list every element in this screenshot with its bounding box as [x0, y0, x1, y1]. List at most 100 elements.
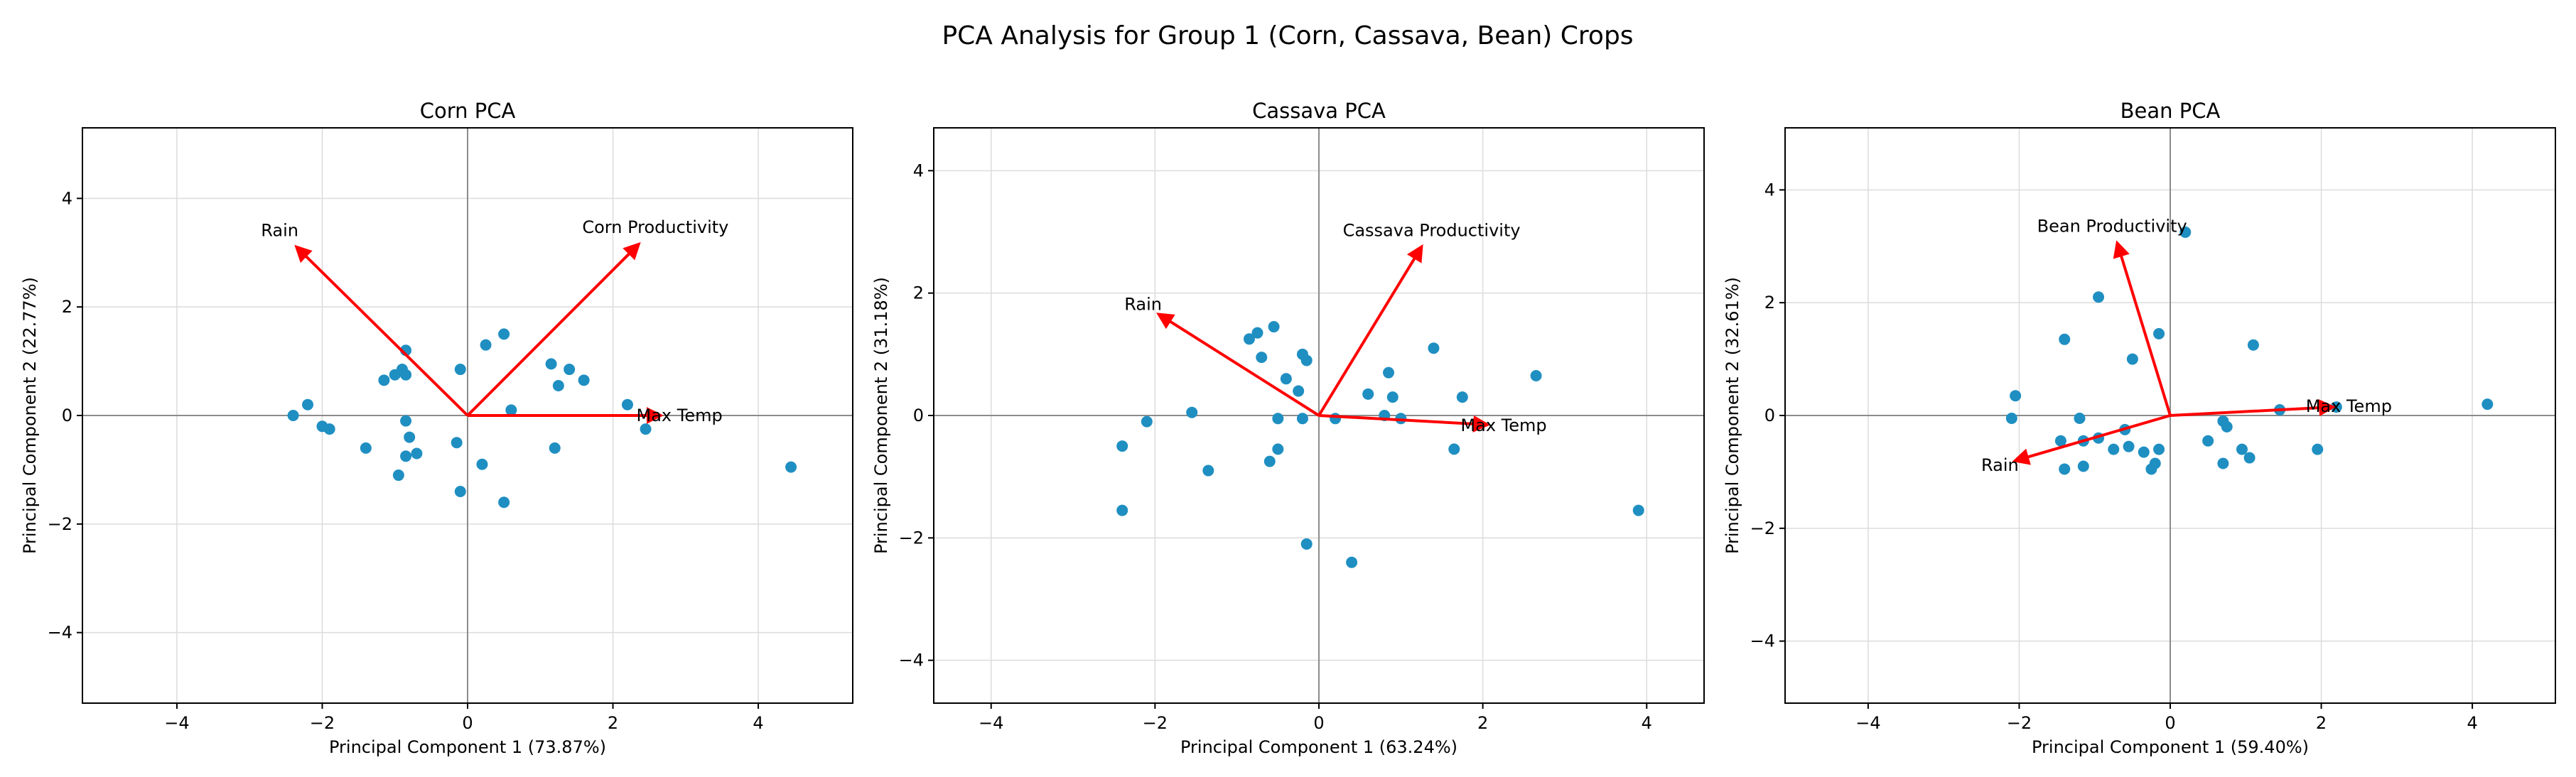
corn-pca-panel: Max Temp Rain Corn Productivity −4 −2 0 2 4 −4 −2…	[20, 99, 853, 757]
cassava-x-axis-label: Principal Component 1 (63.24%)	[1180, 737, 1457, 757]
cassava-data-point-20	[1362, 388, 1374, 400]
bean-data-point-0	[2005, 412, 2017, 424]
corn-panel-title: Corn PCA	[420, 99, 516, 123]
bean-data-point-24	[2236, 443, 2248, 455]
corn-loading-label-rain: Rain	[261, 220, 298, 240]
cassava-data-point-3	[1186, 406, 1198, 418]
bean-y-tick-label-4: 4	[1764, 180, 1775, 200]
corn-data-point-4	[360, 442, 372, 454]
bean-x-tick-label-0: −4	[1855, 713, 1880, 733]
bean-data-point-23	[2221, 420, 2233, 433]
cassava-data-point-13	[1293, 385, 1305, 397]
bean-data-point-18	[2153, 327, 2165, 339]
corn-data-point-13	[404, 431, 416, 443]
cassava-data-point-18	[1330, 413, 1342, 425]
cassava-loading-label-cassava-productivity: Cassava Productivity	[1343, 220, 1521, 240]
cassava-data-point-27	[1456, 391, 1468, 403]
corn-data-point-25	[552, 379, 564, 391]
corn-data-point-3	[323, 423, 335, 435]
corn-x-tick-label-4: 4	[753, 713, 763, 733]
cassava-loading-label-rain: Rain	[1124, 295, 1162, 315]
cassava-data-point-11	[1272, 413, 1284, 425]
bean-data-point-25	[2243, 452, 2256, 464]
bean-loading-label-rain: Rain	[1981, 455, 2019, 475]
cassava-data-point-19	[1346, 556, 1358, 568]
bean-x-tick-label-3: 2	[2316, 713, 2327, 733]
bean-data-point-13	[2126, 353, 2138, 365]
bean-data-point-17	[2153, 443, 2165, 455]
corn-data-point-24	[549, 442, 561, 454]
cassava-data-point-28	[1530, 369, 1542, 381]
cassava-loading-label-max-temp: Max Temp	[1460, 415, 1546, 435]
bean-loading-label-bean-productivity: Bean Productivity	[2037, 217, 2187, 237]
bean-x-axis-label: Principal Component 1 (59.40%)	[2032, 737, 2309, 757]
corn-loading-arrow-rain	[294, 244, 469, 417]
cassava-y-axis-label: Principal Component 2 (31.18%)	[871, 277, 891, 554]
corn-data-point-18	[476, 458, 488, 470]
corn-y-axis-label: Principal Component 2 (22.77%)	[20, 277, 40, 554]
bean-data-point-9	[2093, 291, 2105, 303]
cassava-panel-title: Cassava PCA	[1252, 99, 1386, 123]
bean-y-axis-label: Principal Component 2 (32.61%)	[1723, 277, 1742, 554]
bean-loading-arrow-rain	[2012, 414, 2171, 465]
cassava-data-point-6	[1251, 327, 1263, 339]
bean-loading-arrow-max-temp	[2170, 399, 2337, 417]
corn-data-point-30	[785, 461, 797, 473]
bean-data-point-3	[2059, 463, 2071, 475]
bean-y-tick-label-1: −2	[1750, 518, 1775, 538]
corn-data-point-1	[302, 398, 314, 411]
corn-y-tick-label-4: 4	[62, 188, 72, 208]
bean-data-point-5	[2074, 412, 2086, 424]
cassava-y-tick-label-3: 2	[913, 283, 924, 303]
corn-data-point-28	[621, 398, 633, 411]
bean-data-point-12	[2123, 440, 2135, 452]
bean-data-point-10	[2108, 443, 2120, 455]
bean-data-point-4	[2059, 333, 2071, 345]
corn-data-point-29	[640, 423, 652, 435]
corn-data-point-5	[378, 374, 390, 386]
cassava-data-point-10	[1272, 443, 1284, 455]
cassava-x-tick-label-1: −2	[1143, 713, 1168, 733]
bean-data-point-1	[2010, 390, 2022, 402]
corn-data-point-20	[498, 328, 510, 340]
cassava-data-point-12	[1280, 373, 1292, 385]
bean-data-point-26	[2247, 339, 2259, 351]
corn-y-tick-label-1: −2	[48, 514, 72, 534]
cassava-data-point-4	[1202, 464, 1214, 477]
corn-data-point-0	[287, 410, 299, 421]
bean-loading-arrow-bean-productivity	[2113, 240, 2172, 416]
bean-data-point-2	[2054, 435, 2066, 447]
bean-x-tick-label-1: −2	[2007, 713, 2032, 733]
cassava-data-point-7	[1256, 352, 1268, 364]
corn-data-point-26	[564, 364, 576, 376]
cassava-y-tick-label-0: −4	[899, 651, 924, 670]
cassava-data-point-22	[1383, 366, 1395, 379]
cassava-data-point-25	[1428, 342, 1440, 354]
corn-x-tick-label-2: 0	[462, 713, 473, 733]
corn-data-point-16	[454, 364, 466, 376]
cassava-loading-arrow-rain	[1156, 313, 1320, 417]
cassava-x-tick-label-2: 0	[1313, 713, 1324, 733]
cassava-y-tick-label-2: 0	[913, 406, 924, 425]
bean-pca-panel: Max Temp Rain Bean Productivity −4 −2 0 2 4 −4 −2…	[1723, 99, 2556, 757]
bean-y-tick-label-2: 0	[1764, 406, 1775, 425]
cassava-x-tick-label-0: −4	[979, 713, 1003, 733]
cassava-data-point-15	[1296, 413, 1308, 425]
bean-panel-title: Bean PCA	[2120, 99, 2221, 123]
bean-data-point-16	[2149, 457, 2161, 469]
corn-data-point-9	[400, 369, 412, 381]
corn-data-point-12	[400, 450, 412, 462]
cassava-data-point-1	[1116, 504, 1128, 516]
corn-x-axis-label: Principal Component 1 (73.87%)	[329, 737, 606, 757]
cassava-data-point-8	[1263, 455, 1276, 467]
corn-data-point-21	[498, 496, 510, 509]
cassava-x-tick-label-3: 2	[1477, 713, 1488, 733]
cassava-y-tick-label-4: 4	[913, 161, 924, 180]
corn-data-point-15	[451, 437, 463, 449]
corn-data-point-17	[454, 485, 466, 497]
corn-y-tick-label-2: 0	[62, 406, 72, 425]
cassava-data-point-29	[1632, 504, 1644, 516]
bean-data-point-30	[2481, 398, 2494, 411]
cassava-data-point-23	[1386, 391, 1399, 403]
